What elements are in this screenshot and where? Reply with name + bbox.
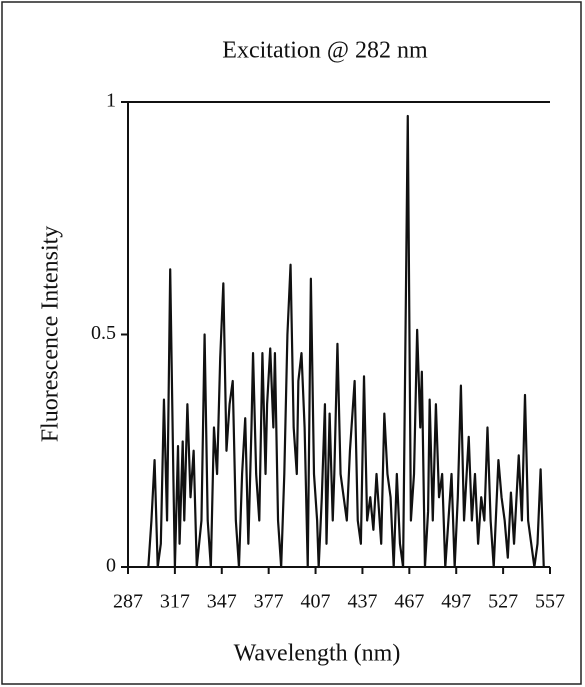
x-tick-label: 317 [160,591,190,613]
data-line [147,114,545,569]
x-tick-label: 497 [441,591,471,613]
y-tick-label: 1 [106,90,116,112]
x-axis-label: Wavelength (nm) [234,641,401,667]
y-axis-label: Fluorescence Intensity [38,226,64,443]
x-tick-label: 377 [254,591,284,613]
x-tick-label: 287 [113,591,143,613]
y-tick-label: 0.5 [91,322,116,344]
x-tick-label: 347 [207,591,237,613]
x-tick-label: 437 [347,591,377,613]
chart-title: Excitation @ 282 nm [222,38,428,64]
x-tick-label: 557 [535,591,565,613]
y-tick-label: 0 [106,555,116,577]
x-tick-label: 527 [488,591,518,613]
x-tick-label: 407 [301,591,331,613]
x-tick-label: 467 [394,591,424,613]
